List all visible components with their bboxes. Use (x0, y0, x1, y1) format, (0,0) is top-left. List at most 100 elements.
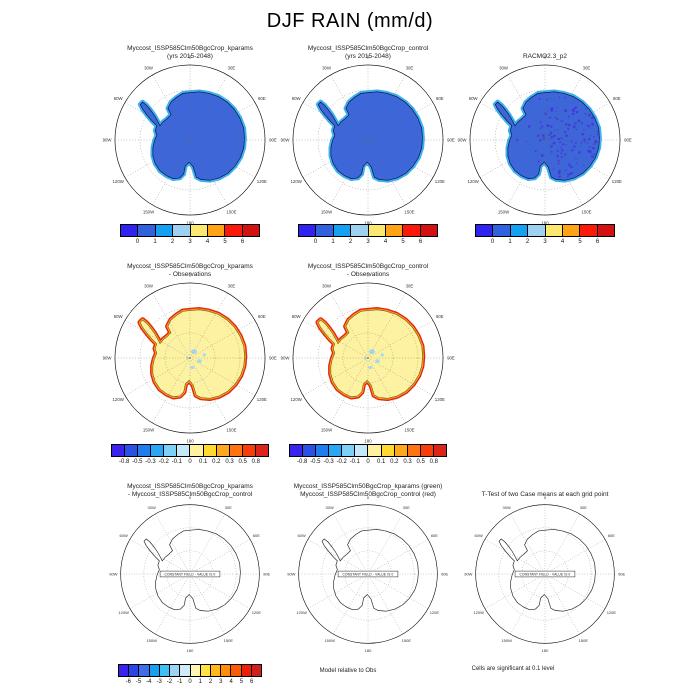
svg-text:30E: 30E (406, 66, 414, 71)
svg-text:90E: 90E (624, 138, 632, 143)
colorbar-cell (316, 445, 330, 456)
colorbar-cell (159, 665, 171, 676)
svg-text:60E: 60E (436, 96, 444, 101)
antarctica-map-row1-col3: 0 30E 60E 90E 120E 150E 180 150W 120W 90W 60W 30W (458, 55, 632, 226)
colorbar-cell (381, 445, 395, 456)
svg-text:180: 180 (186, 439, 194, 444)
colorbar-tick: 2 (525, 238, 530, 245)
svg-text:180: 180 (187, 648, 194, 653)
colorbar-cell (121, 225, 139, 236)
svg-text:60E: 60E (258, 96, 266, 101)
colorbar-cell (351, 225, 369, 236)
colorbar-cell (151, 445, 165, 456)
svg-text:120W: 120W (296, 610, 307, 615)
svg-text:120W: 120W (118, 610, 129, 615)
colorbar-tick: 2 (170, 238, 175, 245)
svg-text:30E: 30E (225, 505, 232, 510)
svg-text:90W: 90W (109, 571, 117, 576)
colorbar-cell (180, 665, 191, 676)
colorbar-cell (299, 225, 317, 236)
colorbar-tick: -5 (135, 678, 142, 685)
colorbar-cell (368, 225, 386, 236)
panel-row2-col2: Myccost_ISSP585Clm50BgcCrop_control - Ob… (281, 262, 455, 465)
svg-text:180: 180 (186, 221, 194, 226)
colorbar-cell (333, 225, 352, 236)
colorbar-tick: 0.5 (416, 458, 425, 465)
colorbar-tick: 0.8 (429, 458, 438, 465)
svg-text:180: 180 (542, 648, 549, 653)
colorbar-tick: 5 (578, 238, 582, 245)
colorbar-tick: 0.3 (225, 458, 234, 465)
colorbar-tick-labels: 0 1 2 3 4 5 6 (120, 239, 260, 248)
svg-text:60W: 60W (292, 96, 302, 101)
panel-row3-col2: Myccost_ISSP585Clm50BgcCrop_kparams (gre… (283, 482, 453, 653)
footnote-cells-significant: Cells are significant at 0.1 level (471, 666, 555, 672)
colorbar-cell (129, 665, 140, 676)
panel-title: T-Test of two Case means at each grid po… (460, 482, 630, 499)
svg-text:0: 0 (367, 55, 370, 60)
svg-text:90W: 90W (287, 571, 295, 576)
colorbar-cell (190, 445, 204, 456)
colorbar-cell (221, 665, 232, 676)
colorbar-tick-labels: -0.8 -0.5 -0.3 -0.2 -0.1 0 0.1 0.2 0.3 0.5 0.8 (289, 459, 447, 468)
antarctica-map-row1-col1: 0 30E 60E 90E 120E 150E 180 150W 120W 90W 60W 30W (103, 55, 277, 226)
colorbar-cell (200, 665, 211, 676)
svg-text:30E: 30E (403, 505, 410, 510)
colorbar-tick: 3 (219, 678, 223, 685)
svg-text:30W: 30W (144, 284, 154, 289)
colorbar-cell (225, 225, 243, 236)
panel-title: Myccost_ISSP585Clm50BgcCrop_control - Ob… (283, 262, 453, 279)
colorbar-tick: 4 (205, 238, 210, 245)
colorbar-tick: 1 (508, 238, 512, 245)
colorbar-cell (597, 225, 614, 236)
svg-text:30W: 30W (322, 284, 332, 289)
colorbar-cell (433, 445, 446, 456)
colorbar-tick: 3 (543, 238, 547, 245)
colorbar-cell (149, 665, 160, 676)
colorbar-cell (562, 225, 581, 236)
colorbar-cell (545, 225, 563, 236)
svg-text:90E: 90E (618, 571, 625, 576)
colorbar-tick: 0.5 (238, 458, 247, 465)
colorbar-row1-col2: 0 1 2 3 4 5 6 (298, 224, 438, 248)
svg-text:180: 180 (541, 221, 549, 226)
svg-text:60W: 60W (298, 533, 306, 538)
colorbar-tick: 2 (348, 238, 353, 245)
panel-title-line1: Myccost_ISSP585Clm50BgcCrop_control (307, 44, 429, 52)
panel-title: Myccost_ISSP585Clm50BgcCrop_kparams - My… (105, 482, 275, 499)
colorbar-cell (190, 225, 208, 236)
colorbar-tick: -0.2 (336, 458, 347, 465)
svg-text:60W: 60W (292, 314, 302, 319)
colorbar-cell (329, 445, 343, 456)
colorbar-tick: -2 (166, 678, 173, 685)
svg-text:60E: 60E (431, 533, 438, 538)
colorbar-cells (120, 224, 260, 237)
antarctica-map-row3-col1: 0 30E 60E 90E 120E 150E 180 150W 120W 90W 60W 30W CO… (109, 495, 270, 653)
colorbar-tick: 3 (366, 238, 370, 245)
svg-text:120E: 120E (435, 397, 445, 402)
colorbar-cell (251, 665, 262, 676)
svg-text:60E: 60E (253, 533, 260, 538)
svg-text:30W: 30W (322, 66, 332, 71)
svg-text:0: 0 (544, 55, 547, 60)
colorbar-row2-col1: -0.8 -0.5 -0.3 -0.2 -0.1 0 0.1 0.2 0.3 0.5 0.8 (111, 444, 269, 468)
svg-text:0: 0 (367, 495, 370, 500)
colorbar-cell (164, 445, 178, 456)
svg-text:0: 0 (189, 273, 192, 278)
svg-text:150W: 150W (143, 209, 155, 214)
colorbar-cells (298, 224, 438, 237)
svg-text:90E: 90E (269, 356, 277, 361)
svg-text:90W: 90W (281, 138, 291, 143)
colorbar-tick: 0.8 (251, 458, 260, 465)
colorbar-cells (118, 664, 262, 677)
colorbar-cell (139, 665, 150, 676)
colorbar-tick: -0.8 (118, 458, 130, 465)
colorbar-cells (289, 444, 447, 457)
panel-title-line2: (yrs 2015-2048) (345, 52, 391, 60)
panel-title-line1: Myccost_ISSP585Clm50BgcCrop_control (307, 262, 429, 270)
colorbar-row2-col2: -0.8 -0.5 -0.3 -0.2 -0.1 0 0.1 0.2 0.3 0.5 0.8 (289, 444, 447, 468)
svg-text:30E: 30E (228, 284, 236, 289)
colorbar-tick: 0 (313, 238, 318, 245)
colorbar-cell (231, 665, 242, 676)
colorbar-cell (241, 665, 252, 676)
